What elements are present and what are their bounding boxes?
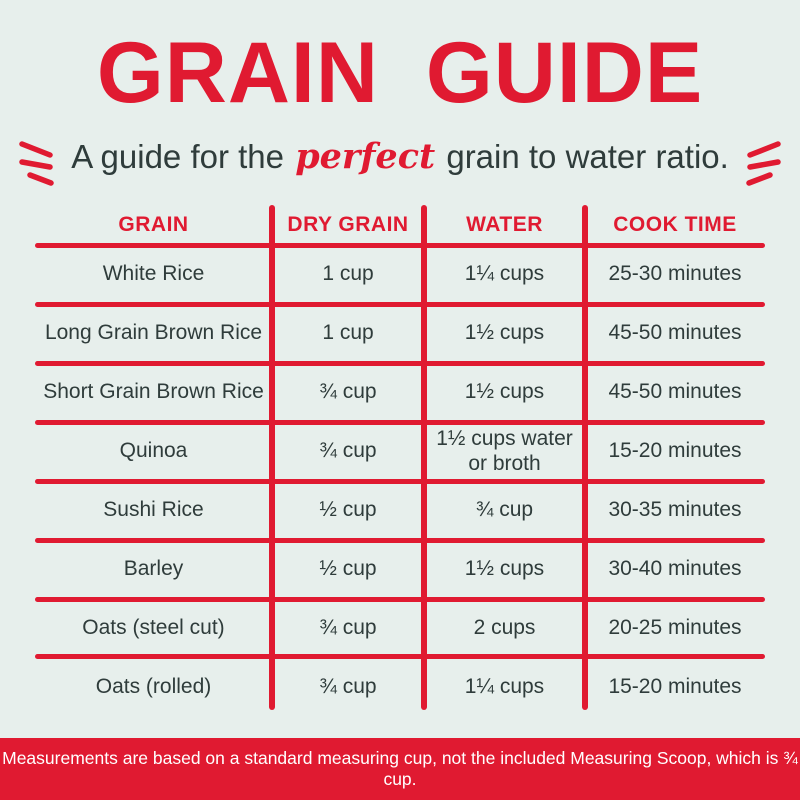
column-header-dry-grain: DRY GRAIN [287,212,409,236]
column-header-cook-time: COOK TIME [613,212,737,236]
subtitle-row: A guide for the perfect grain to water r… [0,126,800,186]
table-cell-water: ¾ cup [475,498,534,522]
grain-table-grid: GRAIN DRY GRAIN WATER COOK TIME White Ri… [35,205,765,717]
table-cell-water: 2 cups [473,616,536,640]
table-cell-water: 1½ cups water or broth [436,427,573,475]
table-cell-grain: Barley [123,557,184,581]
table-cell-cook-time: 45-50 minutes [608,321,742,345]
table-cell-grain: Sushi Rice [103,498,204,522]
column-header-water: WATER [466,212,543,236]
table-cell-cook-time: 30-35 minutes [608,498,742,522]
subtitle-suffix: grain to water ratio. [437,137,729,175]
table-cell-grain: Oats (rolled) [95,675,212,699]
table-cell-grain: Short Grain Brown Rice [43,380,264,404]
table-cell-grain: Oats (steel cut) [82,616,225,640]
table-cell-water: 1¼ cups [464,675,545,699]
table-cell-cook-time: 25-30 minutes [608,262,742,286]
table-cell-water: 1½ cups [464,321,545,345]
column-header-grain: GRAIN [118,212,189,236]
table-cell-cook-time: 20-25 minutes [608,616,742,640]
subtitle: A guide for the perfect grain to water r… [71,132,729,181]
footer-banner: Measurements are based on a standard mea… [0,738,800,800]
table-divider-horizontal [35,538,765,543]
table-cell-dry-grain: ½ cup [319,498,377,522]
table-cell-dry-grain: ¾ cup [319,675,377,699]
grain-table: GRAIN DRY GRAIN WATER COOK TIME White Ri… [35,205,765,717]
table-cell-dry-grain: 1 cup [322,321,374,345]
emphasis-burst-left-icon [19,141,54,186]
table-divider-horizontal [35,597,765,602]
table-cell-dry-grain: ½ cup [319,557,377,581]
table-cell-cook-time: 30-40 minutes [608,557,742,581]
table-divider-horizontal [35,302,765,307]
table-cell-dry-grain: ¾ cup [319,380,377,404]
footer-note: Measurements are based on a standard mea… [2,748,798,789]
table-cell-cook-time: 15-20 minutes [608,675,742,699]
subtitle-prefix: A guide for the [71,137,294,175]
table-divider-horizontal [35,479,765,484]
table-cell-water: 1½ cups [464,380,545,404]
table-cell-grain: Long Grain Brown Rice [44,321,263,345]
table-divider-horizontal [35,243,765,248]
page-title: GRAIN GUIDE [96,25,704,121]
table-cell-dry-grain: ¾ cup [319,616,377,640]
table-divider-horizontal [35,654,765,659]
table-cell-cook-time: 15-20 minutes [608,439,742,463]
table-divider-vertical [421,205,427,710]
table-cell-dry-grain: 1 cup [322,262,374,286]
table-cell-water: 1½ cups [464,557,545,581]
table-cell-dry-grain: ¾ cup [319,439,377,463]
subtitle-highlight: perfect [295,135,436,177]
table-divider-horizontal [35,420,765,425]
table-cell-water: 1¼ cups [464,262,545,286]
table-divider-vertical [582,205,588,710]
table-divider-vertical [269,205,275,710]
table-divider-horizontal [35,361,765,366]
emphasis-burst-right-icon [746,141,781,186]
table-cell-cook-time: 45-50 minutes [608,380,742,404]
table-cell-grain: Quinoa [119,439,188,463]
table-cell-grain: White Rice [102,262,205,286]
